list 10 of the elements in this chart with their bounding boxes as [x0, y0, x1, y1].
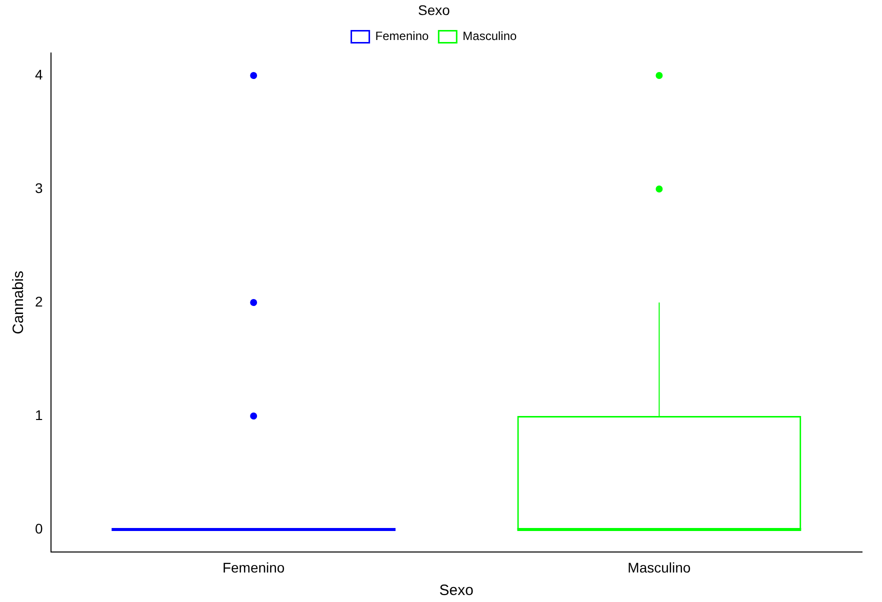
x-axis-title: Sexo	[439, 582, 474, 600]
legend-title: Sexo	[418, 2, 450, 18]
y-tick-label: 1	[34, 406, 43, 423]
legend-label: Femenino	[375, 29, 429, 44]
y-tick-label: 4	[34, 66, 43, 82]
legend-label: Masculino	[462, 29, 518, 44]
y-tick-label: 2	[34, 293, 43, 310]
y-axis-title: Cannabis	[10, 270, 28, 334]
y-tick-label: 3	[34, 180, 43, 196]
y-tick-label: 0	[34, 520, 43, 536]
